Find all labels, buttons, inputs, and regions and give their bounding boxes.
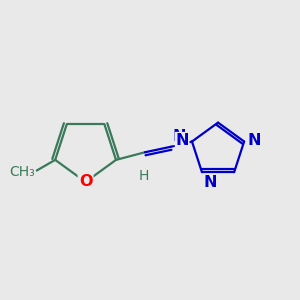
Text: N: N	[176, 133, 189, 148]
Text: CH₃: CH₃	[9, 165, 34, 179]
Text: N: N	[248, 133, 261, 148]
Text: O: O	[79, 175, 92, 190]
Text: N: N	[172, 129, 186, 144]
Text: H: H	[138, 169, 148, 183]
Text: N: N	[203, 175, 217, 190]
